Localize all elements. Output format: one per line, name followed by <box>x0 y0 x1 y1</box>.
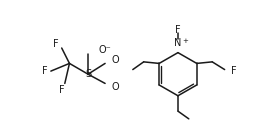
Text: N: N <box>174 38 182 48</box>
Text: O⁻: O⁻ <box>99 45 112 55</box>
Text: F: F <box>53 39 59 49</box>
Text: F: F <box>42 66 47 76</box>
Text: F: F <box>59 85 64 95</box>
Text: F: F <box>175 25 181 35</box>
Text: +: + <box>182 38 188 44</box>
Text: F: F <box>231 66 237 76</box>
Text: O: O <box>111 82 119 92</box>
Text: S: S <box>85 69 91 79</box>
Text: O: O <box>111 55 119 65</box>
